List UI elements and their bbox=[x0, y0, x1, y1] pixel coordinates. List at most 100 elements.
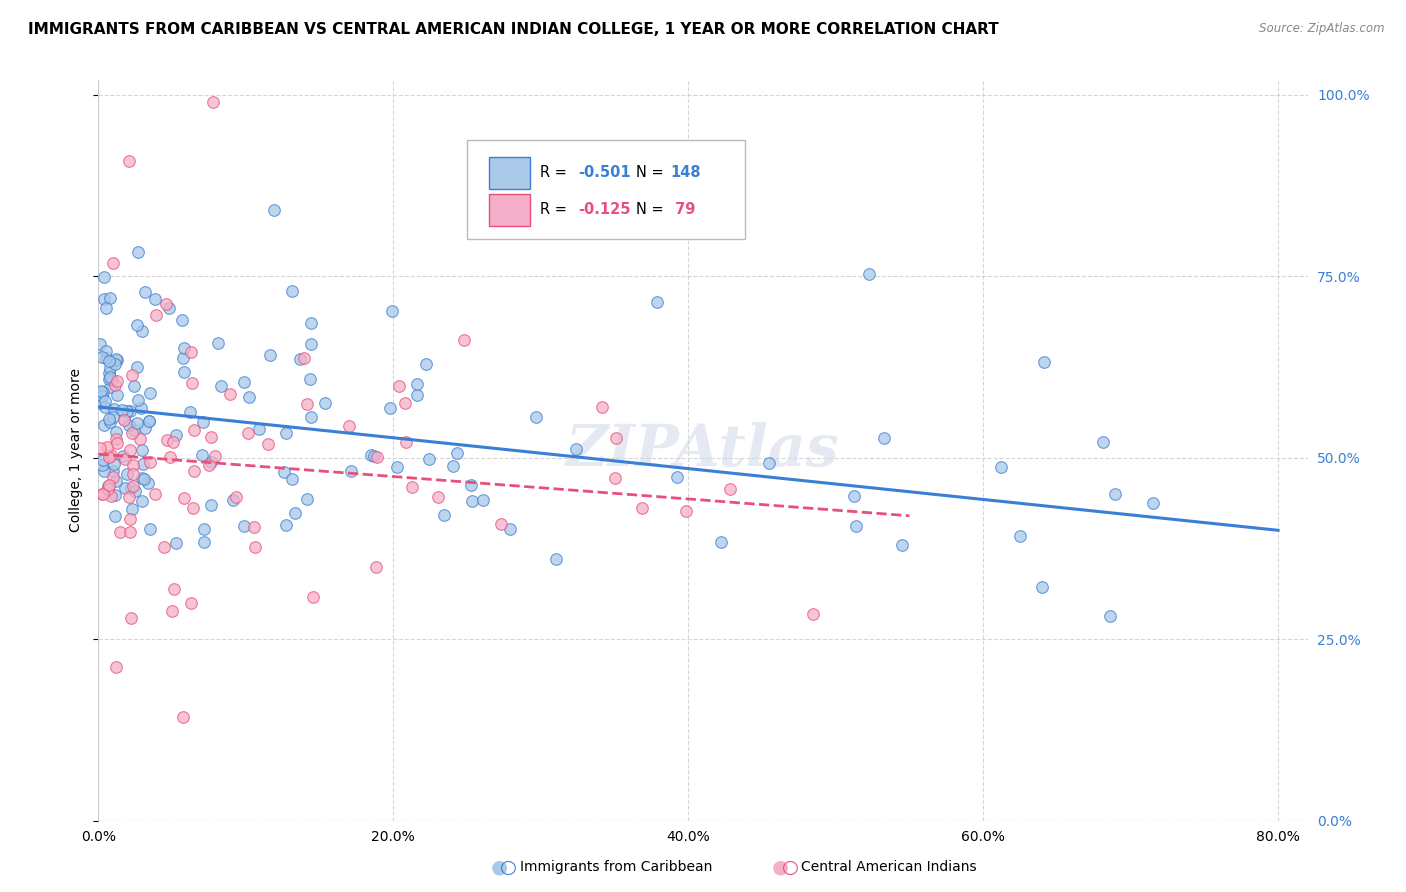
Point bbox=[120, 442, 142, 457]
Point bbox=[93, 292, 115, 306]
Point bbox=[844, 518, 866, 533]
Text: Central American Indians: Central American Indians bbox=[801, 860, 977, 874]
Point bbox=[105, 353, 128, 368]
Point bbox=[105, 388, 128, 402]
Point bbox=[122, 379, 145, 393]
Point bbox=[489, 516, 512, 531]
Point bbox=[200, 430, 222, 444]
Point bbox=[120, 512, 142, 526]
Point bbox=[129, 432, 152, 446]
Point bbox=[94, 301, 117, 315]
Point bbox=[245, 540, 267, 554]
Point bbox=[104, 488, 127, 502]
Point bbox=[1010, 529, 1032, 543]
Point bbox=[114, 451, 136, 466]
Point bbox=[118, 417, 141, 432]
Point bbox=[385, 459, 408, 474]
Point bbox=[120, 611, 142, 625]
Point bbox=[299, 317, 322, 331]
Point bbox=[190, 448, 212, 462]
Point bbox=[873, 431, 896, 445]
Point bbox=[98, 354, 121, 368]
Point bbox=[122, 423, 145, 437]
Point bbox=[395, 434, 418, 449]
Point bbox=[103, 470, 125, 484]
Point bbox=[415, 358, 437, 372]
Point bbox=[191, 415, 214, 429]
Point bbox=[101, 256, 124, 270]
Point bbox=[89, 396, 111, 410]
Point bbox=[100, 489, 122, 503]
Point bbox=[98, 291, 121, 305]
Point bbox=[122, 479, 145, 493]
Point bbox=[299, 410, 322, 425]
Point bbox=[115, 403, 138, 417]
Point bbox=[295, 491, 318, 506]
Point bbox=[143, 486, 166, 500]
Point bbox=[242, 520, 264, 534]
Point bbox=[160, 604, 183, 618]
Point bbox=[207, 336, 229, 351]
Text: ○: ○ bbox=[782, 857, 799, 877]
Point bbox=[91, 453, 114, 467]
Text: -0.501: -0.501 bbox=[578, 165, 631, 180]
Point bbox=[263, 202, 285, 217]
Point bbox=[238, 390, 260, 404]
Point bbox=[259, 348, 281, 362]
Point bbox=[405, 377, 427, 392]
Point bbox=[97, 372, 120, 386]
Point bbox=[118, 153, 141, 168]
Point bbox=[446, 446, 468, 460]
Point bbox=[645, 294, 668, 309]
Point bbox=[98, 370, 121, 384]
Point bbox=[103, 401, 125, 416]
Point bbox=[180, 596, 202, 610]
Text: R =: R = bbox=[540, 165, 571, 180]
Point bbox=[138, 414, 160, 428]
Point bbox=[97, 478, 120, 492]
Point bbox=[314, 395, 336, 409]
Text: Source: ZipAtlas.com: Source: ZipAtlas.com bbox=[1260, 22, 1385, 36]
Point bbox=[115, 467, 138, 481]
Point bbox=[131, 470, 153, 484]
Point bbox=[98, 450, 121, 465]
Text: 79: 79 bbox=[671, 202, 696, 218]
Point bbox=[284, 507, 307, 521]
Point bbox=[200, 455, 222, 469]
Point bbox=[155, 297, 177, 311]
Point bbox=[181, 500, 204, 515]
Text: ●: ● bbox=[491, 857, 508, 877]
Point bbox=[299, 337, 322, 351]
Point bbox=[90, 350, 112, 364]
Point bbox=[121, 425, 143, 440]
Point bbox=[801, 607, 824, 622]
Point bbox=[363, 450, 385, 464]
Point bbox=[222, 493, 245, 508]
Point bbox=[388, 379, 411, 393]
Point bbox=[201, 95, 224, 109]
Point bbox=[94, 351, 117, 365]
FancyBboxPatch shape bbox=[467, 139, 745, 239]
Point bbox=[394, 396, 416, 410]
Point bbox=[471, 492, 494, 507]
Point bbox=[91, 486, 114, 500]
Text: N =: N = bbox=[637, 202, 669, 218]
Point bbox=[165, 428, 187, 442]
Point bbox=[145, 308, 167, 322]
Point bbox=[1032, 355, 1054, 369]
Point bbox=[91, 389, 114, 403]
Point bbox=[401, 480, 423, 494]
Text: ○: ○ bbox=[501, 857, 517, 877]
Point bbox=[366, 450, 388, 464]
Point bbox=[180, 345, 202, 359]
Point bbox=[173, 341, 195, 355]
Point bbox=[105, 351, 128, 366]
Point bbox=[90, 458, 112, 472]
Point bbox=[103, 509, 125, 524]
Point bbox=[104, 377, 127, 392]
Point bbox=[232, 376, 254, 390]
Point bbox=[564, 442, 586, 456]
Point bbox=[121, 458, 143, 473]
Point bbox=[118, 525, 141, 540]
Point bbox=[127, 416, 149, 430]
